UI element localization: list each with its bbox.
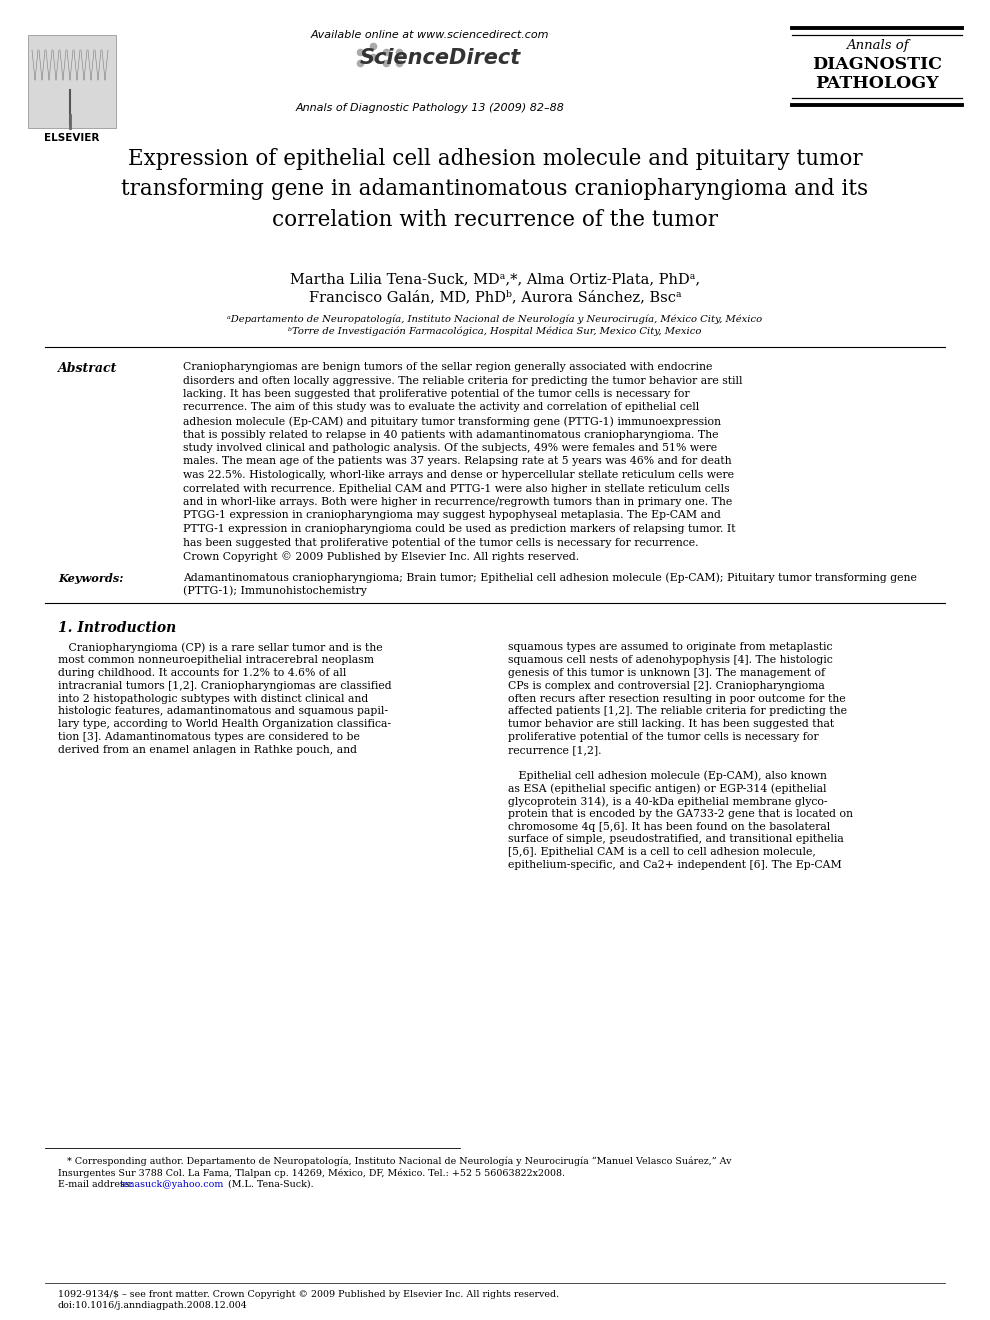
- Text: DIAGNOSTIC: DIAGNOSTIC: [812, 55, 942, 73]
- Text: tenasuck@yahoo.com: tenasuck@yahoo.com: [120, 1180, 225, 1189]
- Text: into 2 histopathologic subtypes with distinct clinical and: into 2 histopathologic subtypes with dis…: [58, 694, 368, 704]
- Text: lary type, according to World Health Organization classifica-: lary type, according to World Health Org…: [58, 719, 391, 729]
- Text: ScienceDirect: ScienceDirect: [359, 48, 521, 69]
- Text: during childhood. It accounts for 1.2% to 4.6% of all: during childhood. It accounts for 1.2% t…: [58, 668, 346, 678]
- Text: histologic features, adamantinomatous and squamous papil-: histologic features, adamantinomatous an…: [58, 706, 388, 717]
- Text: glycoprotein 314), is a 40-kDa epithelial membrane glyco-: glycoprotein 314), is a 40-kDa epithelia…: [508, 796, 828, 807]
- Text: * Corresponding author. Departamento de Neuropatología, Instituto Nacional de Ne: * Corresponding author. Departamento de …: [58, 1156, 732, 1166]
- Text: Adamantinomatous craniopharyngioma; Brain tumor; Epithelial cell adhesion molecu: Adamantinomatous craniopharyngioma; Brai…: [183, 573, 917, 583]
- Text: (M.L. Tena-Suck).: (M.L. Tena-Suck).: [225, 1180, 314, 1189]
- Text: PTGG-1 expression in craniopharyngioma may suggest hypophyseal metaplasia. The E: PTGG-1 expression in craniopharyngioma m…: [183, 511, 721, 520]
- Text: as ESA (epithelial specific antigen) or EGP-314 (epithelial: as ESA (epithelial specific antigen) or …: [508, 783, 827, 793]
- Text: males. The mean age of the patients was 37 years. Relapsing rate at 5 years was : males. The mean age of the patients was …: [183, 457, 732, 466]
- Text: ᵃDepartamento de Neuropatología, Instituto Nacional de Neurología y Neurocirugía: ᵃDepartamento de Neuropatología, Institu…: [228, 314, 762, 323]
- Text: [5,6]. Epithelial CAM is a cell to cell adhesion molecule,: [5,6]. Epithelial CAM is a cell to cell …: [508, 847, 816, 857]
- Text: Annals of Diagnostic Pathology 13 (2009) 82–88: Annals of Diagnostic Pathology 13 (2009)…: [296, 103, 564, 114]
- Text: disorders and often locally aggressive. The reliable criteria for predicting the: disorders and often locally aggressive. …: [183, 375, 742, 385]
- Text: tumor behavior are still lacking. It has been suggested that: tumor behavior are still lacking. It has…: [508, 719, 835, 729]
- Text: surface of simple, pseudostratified, and transitional epithelia: surface of simple, pseudostratified, and…: [508, 834, 843, 845]
- Text: doi:10.1016/j.anndiagpath.2008.12.004: doi:10.1016/j.anndiagpath.2008.12.004: [58, 1302, 248, 1309]
- Text: Insurgentes Sur 3788 Col. La Fama, Tlalpan cp. 14269, México, DF, México. Tel.: : Insurgentes Sur 3788 Col. La Fama, Tlalp…: [58, 1168, 565, 1177]
- Text: tion [3]. Adamantinomatous types are considered to be: tion [3]. Adamantinomatous types are con…: [58, 733, 360, 742]
- Text: lacking. It has been suggested that proliferative potential of the tumor cells i: lacking. It has been suggested that prol…: [183, 389, 690, 399]
- Text: PTTG-1 expression in craniopharyngioma could be used as prediction markers of re: PTTG-1 expression in craniopharyngioma c…: [183, 524, 736, 535]
- Text: Martha Lilia Tena-Suck, MDᵃ,*, Alma Ortiz-Plata, PhDᵃ,: Martha Lilia Tena-Suck, MDᵃ,*, Alma Orti…: [290, 272, 700, 286]
- Text: E-mail address:: E-mail address:: [58, 1180, 136, 1189]
- Text: Francisco Galán, MD, PhDᵇ, Aurora Sánchez, Bscᵃ: Francisco Galán, MD, PhDᵇ, Aurora Sánche…: [309, 290, 681, 304]
- Text: that is possibly related to relapse in 40 patients with adamantinomatous craniop: that is possibly related to relapse in 4…: [183, 429, 719, 440]
- Text: Crown Copyright © 2009 Published by Elsevier Inc. All rights reserved.: Crown Copyright © 2009 Published by Else…: [183, 550, 579, 562]
- Text: epithelium-specific, and Ca2+ independent [6]. The Ep-CAM: epithelium-specific, and Ca2+ independen…: [508, 861, 842, 870]
- Text: Epithelial cell adhesion molecule (Ep-CAM), also known: Epithelial cell adhesion molecule (Ep-CA…: [508, 771, 827, 781]
- Text: CPs is complex and controversial [2]. Craniopharyngioma: CPs is complex and controversial [2]. Cr…: [508, 681, 825, 690]
- Bar: [28, 36, 116, 128]
- Text: recurrence. The aim of this study was to evaluate the activity and correlation o: recurrence. The aim of this study was to…: [183, 403, 699, 412]
- Text: recurrence [1,2].: recurrence [1,2].: [508, 744, 602, 755]
- Text: genesis of this tumor is unknown [3]. The management of: genesis of this tumor is unknown [3]. Th…: [508, 668, 825, 678]
- Text: 1. Introduction: 1. Introduction: [58, 620, 176, 635]
- Text: study involved clinical and pathologic analysis. Of the subjects, 49% were femal: study involved clinical and pathologic a…: [183, 444, 717, 453]
- Text: Expression of epithelial cell adhesion molecule and pituitary tumor
transforming: Expression of epithelial cell adhesion m…: [122, 148, 868, 231]
- Text: correlated with recurrence. Epithelial CAM and PTTG-1 were also higher in stella: correlated with recurrence. Epithelial C…: [183, 483, 730, 494]
- Text: most common nonneuroepithelial intracerebral neoplasm: most common nonneuroepithelial intracere…: [58, 655, 374, 665]
- Text: Keywords:: Keywords:: [58, 573, 124, 583]
- Text: and in whorl-like arrays. Both were higher in recurrence/regrowth tumors than in: and in whorl-like arrays. Both were high…: [183, 498, 733, 507]
- Text: has been suggested that proliferative potential of the tumor cells is necessary : has been suggested that proliferative po…: [183, 537, 699, 548]
- Text: protein that is encoded by the GA733-2 gene that is located on: protein that is encoded by the GA733-2 g…: [508, 809, 853, 818]
- Text: 1092-9134/$ – see front matter. Crown Copyright © 2009 Published by Elsevier Inc: 1092-9134/$ – see front matter. Crown Co…: [58, 1290, 559, 1299]
- Text: Craniopharyngiomas are benign tumors of the sellar region generally associated w: Craniopharyngiomas are benign tumors of …: [183, 362, 713, 372]
- Text: chromosome 4q [5,6]. It has been found on the basolateral: chromosome 4q [5,6]. It has been found o…: [508, 821, 831, 832]
- Text: squamous types are assumed to originate from metaplastic: squamous types are assumed to originate …: [508, 643, 833, 652]
- Text: intracranial tumors [1,2]. Craniopharyngiomas are classified: intracranial tumors [1,2]. Craniopharyng…: [58, 681, 392, 690]
- Text: often recurs after resection resulting in poor outcome for the: often recurs after resection resulting i…: [508, 694, 845, 704]
- Text: PATHOLOGY: PATHOLOGY: [815, 75, 939, 92]
- Text: adhesion molecule (Ep-CAM) and pituitary tumor transforming gene (PTTG-1) immuno: adhesion molecule (Ep-CAM) and pituitary…: [183, 416, 721, 426]
- Text: Available online at www.sciencedirect.com: Available online at www.sciencedirect.co…: [311, 30, 549, 40]
- Text: Annals of: Annals of: [845, 40, 908, 51]
- Text: squamous cell nests of adenohypophysis [4]. The histologic: squamous cell nests of adenohypophysis […: [508, 655, 833, 665]
- Text: affected patients [1,2]. The reliable criteria for predicting the: affected patients [1,2]. The reliable cr…: [508, 706, 847, 717]
- Text: (PTTG-1); Immunohistochemistry: (PTTG-1); Immunohistochemistry: [183, 586, 367, 597]
- Text: Abstract: Abstract: [58, 362, 118, 375]
- Text: was 22.5%. Histologically, whorl-like arrays and dense or hypercellular stellate: was 22.5%. Histologically, whorl-like ar…: [183, 470, 734, 480]
- Text: proliferative potential of the tumor cells is necessary for: proliferative potential of the tumor cel…: [508, 733, 819, 742]
- Text: derived from an enamel anlagen in Rathke pouch, and: derived from an enamel anlagen in Rathke…: [58, 744, 357, 755]
- Text: Craniopharyngioma (CP) is a rare sellar tumor and is the: Craniopharyngioma (CP) is a rare sellar …: [58, 643, 382, 653]
- Text: ELSEVIER: ELSEVIER: [45, 133, 100, 143]
- Text: ᵇTorre de Investigación Farmacológica, Hospital Médica Sur, Mexico City, Mexico: ᵇTorre de Investigación Farmacológica, H…: [288, 327, 702, 337]
